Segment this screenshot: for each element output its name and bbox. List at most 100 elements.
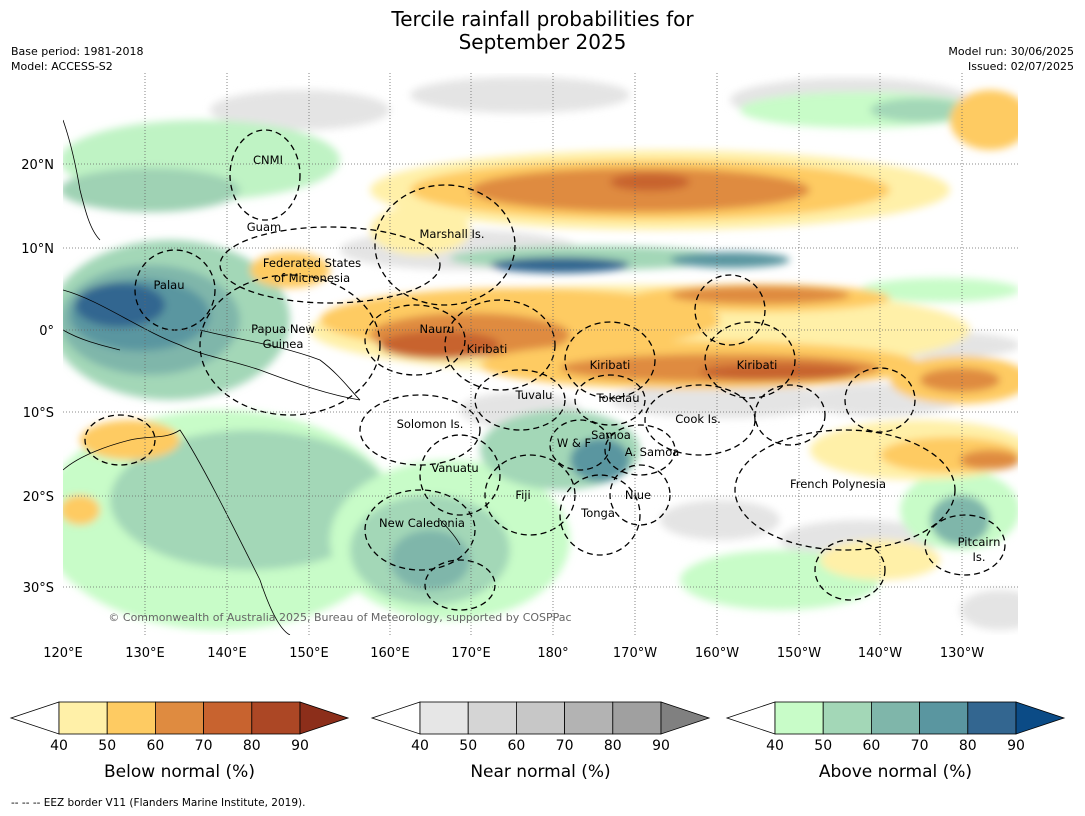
longitude-labels: 120°E 130°E 140°E 150°E 160°E 170°E 180°…: [43, 646, 984, 661]
colorbar-tick-label: 60: [146, 738, 164, 754]
label-fsm-2: of Micronesia: [274, 271, 350, 285]
colorbar-swatch: [967, 701, 1017, 735]
region-labels: CNMI Guam Federated States of Micronesia…: [154, 153, 1001, 564]
label-nauru: Nauru: [420, 322, 455, 336]
label-kiribati-west: Kiribati: [467, 342, 508, 356]
colorbar-swatch: [419, 701, 469, 735]
colorbar-max-arrow: [1015, 701, 1066, 735]
colorbar-tick-label: 50: [814, 738, 832, 754]
label-tonga: Tonga: [580, 506, 615, 520]
lon-label: 120°E: [43, 646, 83, 661]
colorbar-swatch: [612, 701, 662, 735]
label-niue: Niue: [625, 488, 651, 502]
label-cook: Cook Is.: [675, 412, 720, 426]
lon-label: 170°W: [613, 646, 657, 661]
label-tokelau: Tokelau: [596, 391, 640, 405]
lon-label: 170°E: [451, 646, 491, 661]
colorbar-title: Near normal (%): [470, 762, 610, 782]
colorbar-max-arrow: [660, 701, 711, 735]
lat-label: 30°S: [23, 581, 54, 596]
lon-label: 130°W: [940, 646, 984, 661]
colorbar-tick-label: 50: [98, 738, 116, 754]
colorbar-max-arrow: [299, 701, 350, 735]
lat-label: 20°S: [23, 490, 54, 505]
graticule: [63, 73, 1018, 635]
lat-label: 10°N: [21, 242, 54, 257]
colorbar-tick-label: 90: [1007, 738, 1025, 754]
label-samoa: Samoa: [591, 428, 631, 442]
colorbar-tick-label: 50: [459, 738, 477, 754]
lon-label: 160°E: [370, 646, 410, 661]
colorbar-tick-label: 40: [50, 738, 68, 754]
colorbar-near-normal: 40 50 60 70 80 90 Near normal (%): [370, 701, 711, 782]
label-wallis: W & F: [557, 436, 591, 450]
colorbar-min-arrow: [725, 701, 776, 735]
lon-label: 180°: [537, 646, 568, 661]
colorbar-swatch: [106, 701, 156, 735]
colorbar-swatch: [919, 701, 969, 735]
colorbar-tick-label: 70: [911, 738, 929, 754]
label-vanuatu: Vanuatu: [431, 461, 478, 475]
colorbar-swatch: [871, 701, 921, 735]
label-marshall: Marshall Is.: [419, 227, 484, 241]
colorbar-tick-label: 80: [243, 738, 261, 754]
map-title-line1: Tercile rainfall probabilities for: [391, 7, 694, 31]
colorbar-swatch: [251, 701, 301, 735]
latitude-labels: 20°N 10°N 0° 10°S 20°S 30°S: [21, 158, 54, 596]
colorbar-tick-label: 70: [195, 738, 213, 754]
model-name: Model: ACCESS-S2: [11, 60, 113, 73]
colorbar-swatch: [467, 701, 517, 735]
label-pitcairn-2: Is.: [972, 550, 985, 564]
meta-left: Base period: 1981-2018 Model: ACCESS-S2: [11, 44, 143, 74]
colorbar-tick-label: 40: [766, 738, 784, 754]
colorbar-swatch: [58, 701, 108, 735]
colorbar-tick-label: 70: [556, 738, 574, 754]
colorbar-tick-label: 40: [411, 738, 429, 754]
label-pitcairn-1: Pitcairn: [958, 535, 1001, 549]
label-asamoa: A. Samoa: [625, 445, 680, 459]
colorbar-swatch: [564, 701, 614, 735]
lon-label: 140°W: [858, 646, 902, 661]
colorbar-swatch: [154, 701, 204, 735]
colorbar-title: Above normal (%): [819, 762, 972, 782]
colorbar-above-normal: 40 50 60 70 80 90 Above normal (%): [725, 701, 1066, 782]
lat-label: 10°S: [23, 406, 54, 421]
colorbar-min-arrow: [9, 701, 60, 735]
label-kiribati-mid: Kiribati: [590, 358, 631, 372]
colorbar-tick-label: 90: [291, 738, 309, 754]
label-new-caledonia: New Caledonia: [379, 516, 465, 530]
lon-label: 150°W: [777, 646, 821, 661]
colorbar-below-normal: 40 50 60 70 80 90 Below normal (%): [9, 701, 350, 782]
colorbar-swatch: [774, 701, 824, 735]
label-tuvalu: Tuvalu: [515, 388, 553, 402]
colorbar-tick-label: 60: [507, 738, 525, 754]
label-fiji: Fiji: [515, 488, 530, 502]
lat-label: 20°N: [21, 158, 54, 173]
colorbar-swatch: [516, 701, 566, 735]
lon-label: 150°E: [289, 646, 329, 661]
label-guam: Guam: [247, 220, 281, 234]
eez-borders: [84, 129, 1006, 611]
label-cnmi: CNMI: [253, 153, 283, 167]
colorbar-swatch: [203, 701, 253, 735]
lon-label: 130°E: [125, 646, 165, 661]
label-french-polynesia: French Polynesia: [790, 477, 886, 491]
map-title: Tercile rainfall probabilities for Septe…: [0, 8, 1085, 54]
meta-right: Model run: 30/06/2025 Issued: 02/07/2025: [948, 44, 1074, 74]
lon-label: 160°W: [695, 646, 739, 661]
colorbar-tick-label: 90: [652, 738, 670, 754]
base-period: Base period: 1981-2018: [11, 45, 144, 58]
colorbar-swatch: [822, 701, 872, 735]
label-solomon: Solomon Is.: [397, 417, 464, 431]
issued-date: Issued: 02/07/2025: [967, 60, 1074, 73]
label-png-2: Guinea: [263, 337, 304, 351]
eez-footnote: -- -- -- EEZ border V11 (Flanders Marine…: [11, 797, 306, 809]
colorbar-tick-label: 60: [862, 738, 880, 754]
label-fsm-1: Federated States: [263, 256, 361, 270]
colorbar-title: Below normal (%): [104, 762, 255, 782]
colorbar-tick-label: 80: [959, 738, 977, 754]
lon-label: 140°E: [207, 646, 247, 661]
below-normal-area: [63, 90, 1018, 580]
colorbar-tick-label: 80: [604, 738, 622, 754]
